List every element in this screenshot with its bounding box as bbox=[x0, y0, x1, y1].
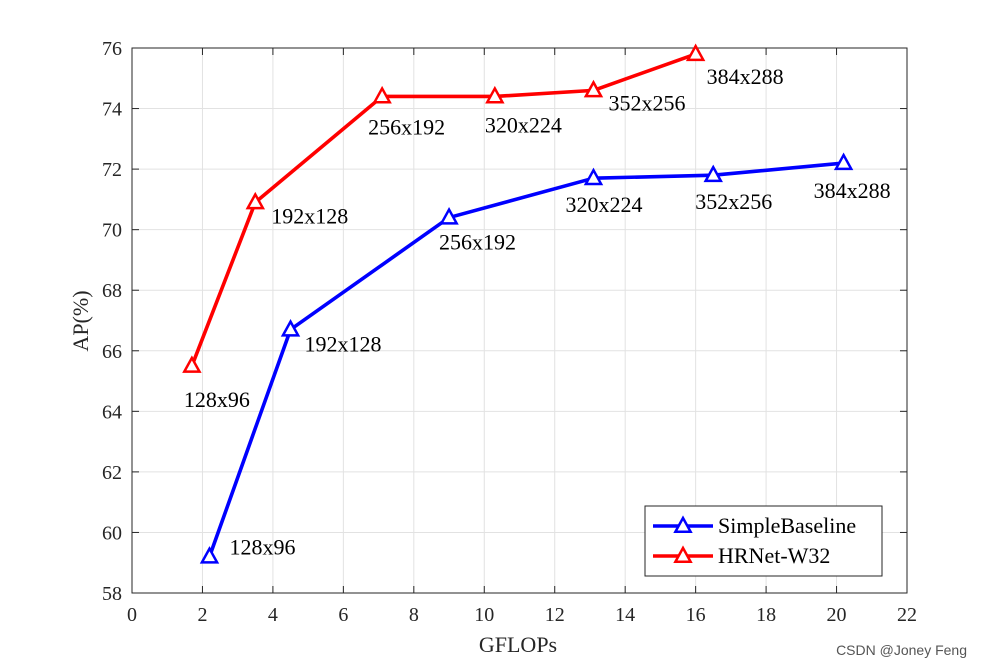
data-point-label: 320x224 bbox=[485, 112, 562, 137]
data-point-label: 384x288 bbox=[814, 178, 891, 203]
legend-marker bbox=[673, 545, 693, 564]
x-tick-label: 12 bbox=[545, 604, 565, 626]
legend-label: HRNet-W32 bbox=[718, 543, 830, 568]
data-point-label: 352x256 bbox=[608, 90, 685, 115]
x-tick-label: 16 bbox=[686, 604, 706, 626]
y-tick-label: 58 bbox=[102, 583, 122, 605]
data-point-marker bbox=[182, 355, 202, 373]
x-tick-label: 8 bbox=[409, 604, 419, 626]
series-line-1 bbox=[190, 52, 697, 367]
data-point-marker bbox=[685, 43, 706, 62]
y-tick-label: 68 bbox=[102, 280, 122, 302]
data-point-label: 256x192 bbox=[439, 230, 516, 255]
point-labels: 128x96 192x128 256x192 320x224 352x256 384x28… bbox=[184, 64, 891, 560]
x-tick-label: 0 bbox=[127, 604, 137, 626]
data-point-label: 320x224 bbox=[565, 192, 642, 217]
data-point-marker bbox=[703, 164, 723, 183]
y-tick-label: 70 bbox=[102, 220, 122, 242]
y-tick-label: 62 bbox=[102, 462, 122, 484]
data-point-label: 192x128 bbox=[271, 203, 348, 228]
y-tick-label: 64 bbox=[102, 401, 122, 423]
data-point-marker bbox=[485, 85, 505, 104]
data-point-marker bbox=[439, 206, 459, 225]
data-point-marker bbox=[280, 318, 301, 337]
legend-marker bbox=[673, 515, 693, 534]
data-point-marker bbox=[583, 167, 604, 186]
y-axis-title: AP(%) bbox=[68, 290, 93, 351]
x-tick-label: 14 bbox=[615, 604, 635, 626]
x-tick-label: 20 bbox=[827, 604, 847, 626]
data-point-marker bbox=[245, 191, 266, 210]
plot-frame bbox=[131, 47, 908, 594]
x-tick-label: 2 bbox=[197, 604, 207, 626]
data-point-marker bbox=[833, 152, 854, 171]
data-point-label: 128x96 bbox=[184, 387, 250, 412]
data-point-marker bbox=[372, 85, 392, 104]
y-tick-label: 60 bbox=[102, 522, 122, 544]
x-tick-label: 18 bbox=[756, 604, 776, 626]
legend-label: SimpleBaseline bbox=[718, 513, 856, 538]
legend: SimpleBaseline HRNet-W32 bbox=[644, 505, 883, 577]
x-tick-label: 4 bbox=[268, 604, 278, 626]
x-tick-label: 10 bbox=[474, 604, 494, 626]
x-tick-label: 22 bbox=[897, 604, 917, 626]
x-axis-title: GFLOPs bbox=[479, 632, 557, 657]
y-tick-label: 74 bbox=[102, 99, 122, 121]
watermark: CSDN @Joney Feng bbox=[836, 642, 967, 658]
y-tick-label: 72 bbox=[102, 159, 122, 181]
legend-box bbox=[644, 505, 883, 577]
y-tick-label: 66 bbox=[102, 341, 122, 363]
data-point-label: 192x128 bbox=[305, 332, 382, 357]
series-line-0 bbox=[207, 161, 844, 558]
data-point-label: 256x192 bbox=[368, 114, 445, 139]
data-point-marker bbox=[199, 546, 220, 564]
data-point-label: 352x256 bbox=[695, 189, 772, 214]
y-tick-label: 76 bbox=[102, 38, 122, 60]
x-tick-label: 6 bbox=[338, 604, 348, 626]
data-point-label: 128x96 bbox=[230, 535, 296, 560]
series-layer bbox=[182, 43, 854, 564]
data-point-label: 384x288 bbox=[707, 64, 784, 89]
data-point-marker bbox=[583, 79, 604, 98]
